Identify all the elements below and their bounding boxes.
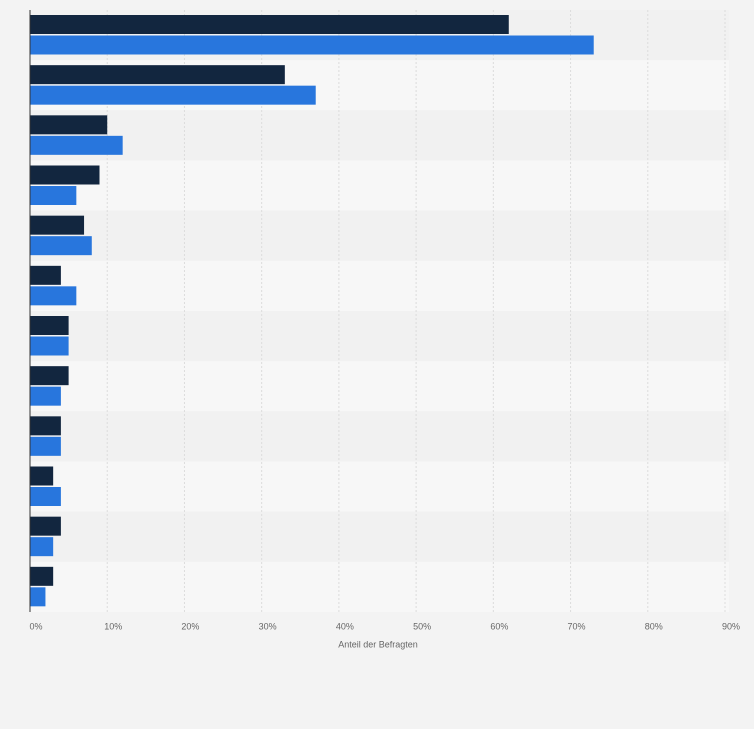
- bar: [30, 316, 69, 335]
- band: [30, 110, 729, 161]
- band: [30, 260, 729, 311]
- bar: [30, 436, 61, 456]
- x-tick-label: 40%: [336, 621, 354, 631]
- bar: [30, 186, 77, 205]
- bar: [30, 35, 594, 55]
- band: [30, 411, 729, 462]
- x-tick-label: 20%: [181, 621, 199, 631]
- band: [30, 561, 729, 612]
- bar: [30, 65, 285, 85]
- band: [30, 361, 729, 412]
- bar: [30, 537, 54, 557]
- band: [30, 311, 729, 362]
- bar: [30, 265, 61, 285]
- bar: [30, 386, 61, 406]
- x-tick-label: 90%: [722, 621, 740, 631]
- band: [30, 511, 729, 562]
- bar: [30, 15, 509, 34]
- x-tick-label: 50%: [413, 621, 431, 631]
- bar: [30, 516, 61, 536]
- x-tick-label: 80%: [645, 621, 663, 631]
- bar: [30, 85, 316, 105]
- bar: [30, 487, 61, 506]
- bar: [30, 336, 69, 356]
- bar: [30, 366, 69, 386]
- x-tick-label: 10%: [104, 621, 122, 631]
- bar: [30, 286, 77, 306]
- band: [30, 210, 729, 261]
- bar: [30, 215, 85, 235]
- bar: [30, 587, 46, 607]
- bar: [30, 165, 100, 185]
- x-tick-label: 70%: [568, 621, 586, 631]
- x-tick-label: 60%: [490, 621, 508, 631]
- bar: [30, 566, 54, 586]
- bar: [30, 466, 54, 486]
- bar: [30, 236, 92, 256]
- bar: [30, 115, 108, 135]
- x-tick-label: 0%: [29, 621, 42, 631]
- bar: [30, 135, 123, 155]
- band: [30, 160, 729, 211]
- x-axis-label: Anteil der Befragten: [338, 639, 418, 649]
- bar: [30, 416, 61, 436]
- x-tick-label: 30%: [259, 621, 277, 631]
- band: [30, 461, 729, 512]
